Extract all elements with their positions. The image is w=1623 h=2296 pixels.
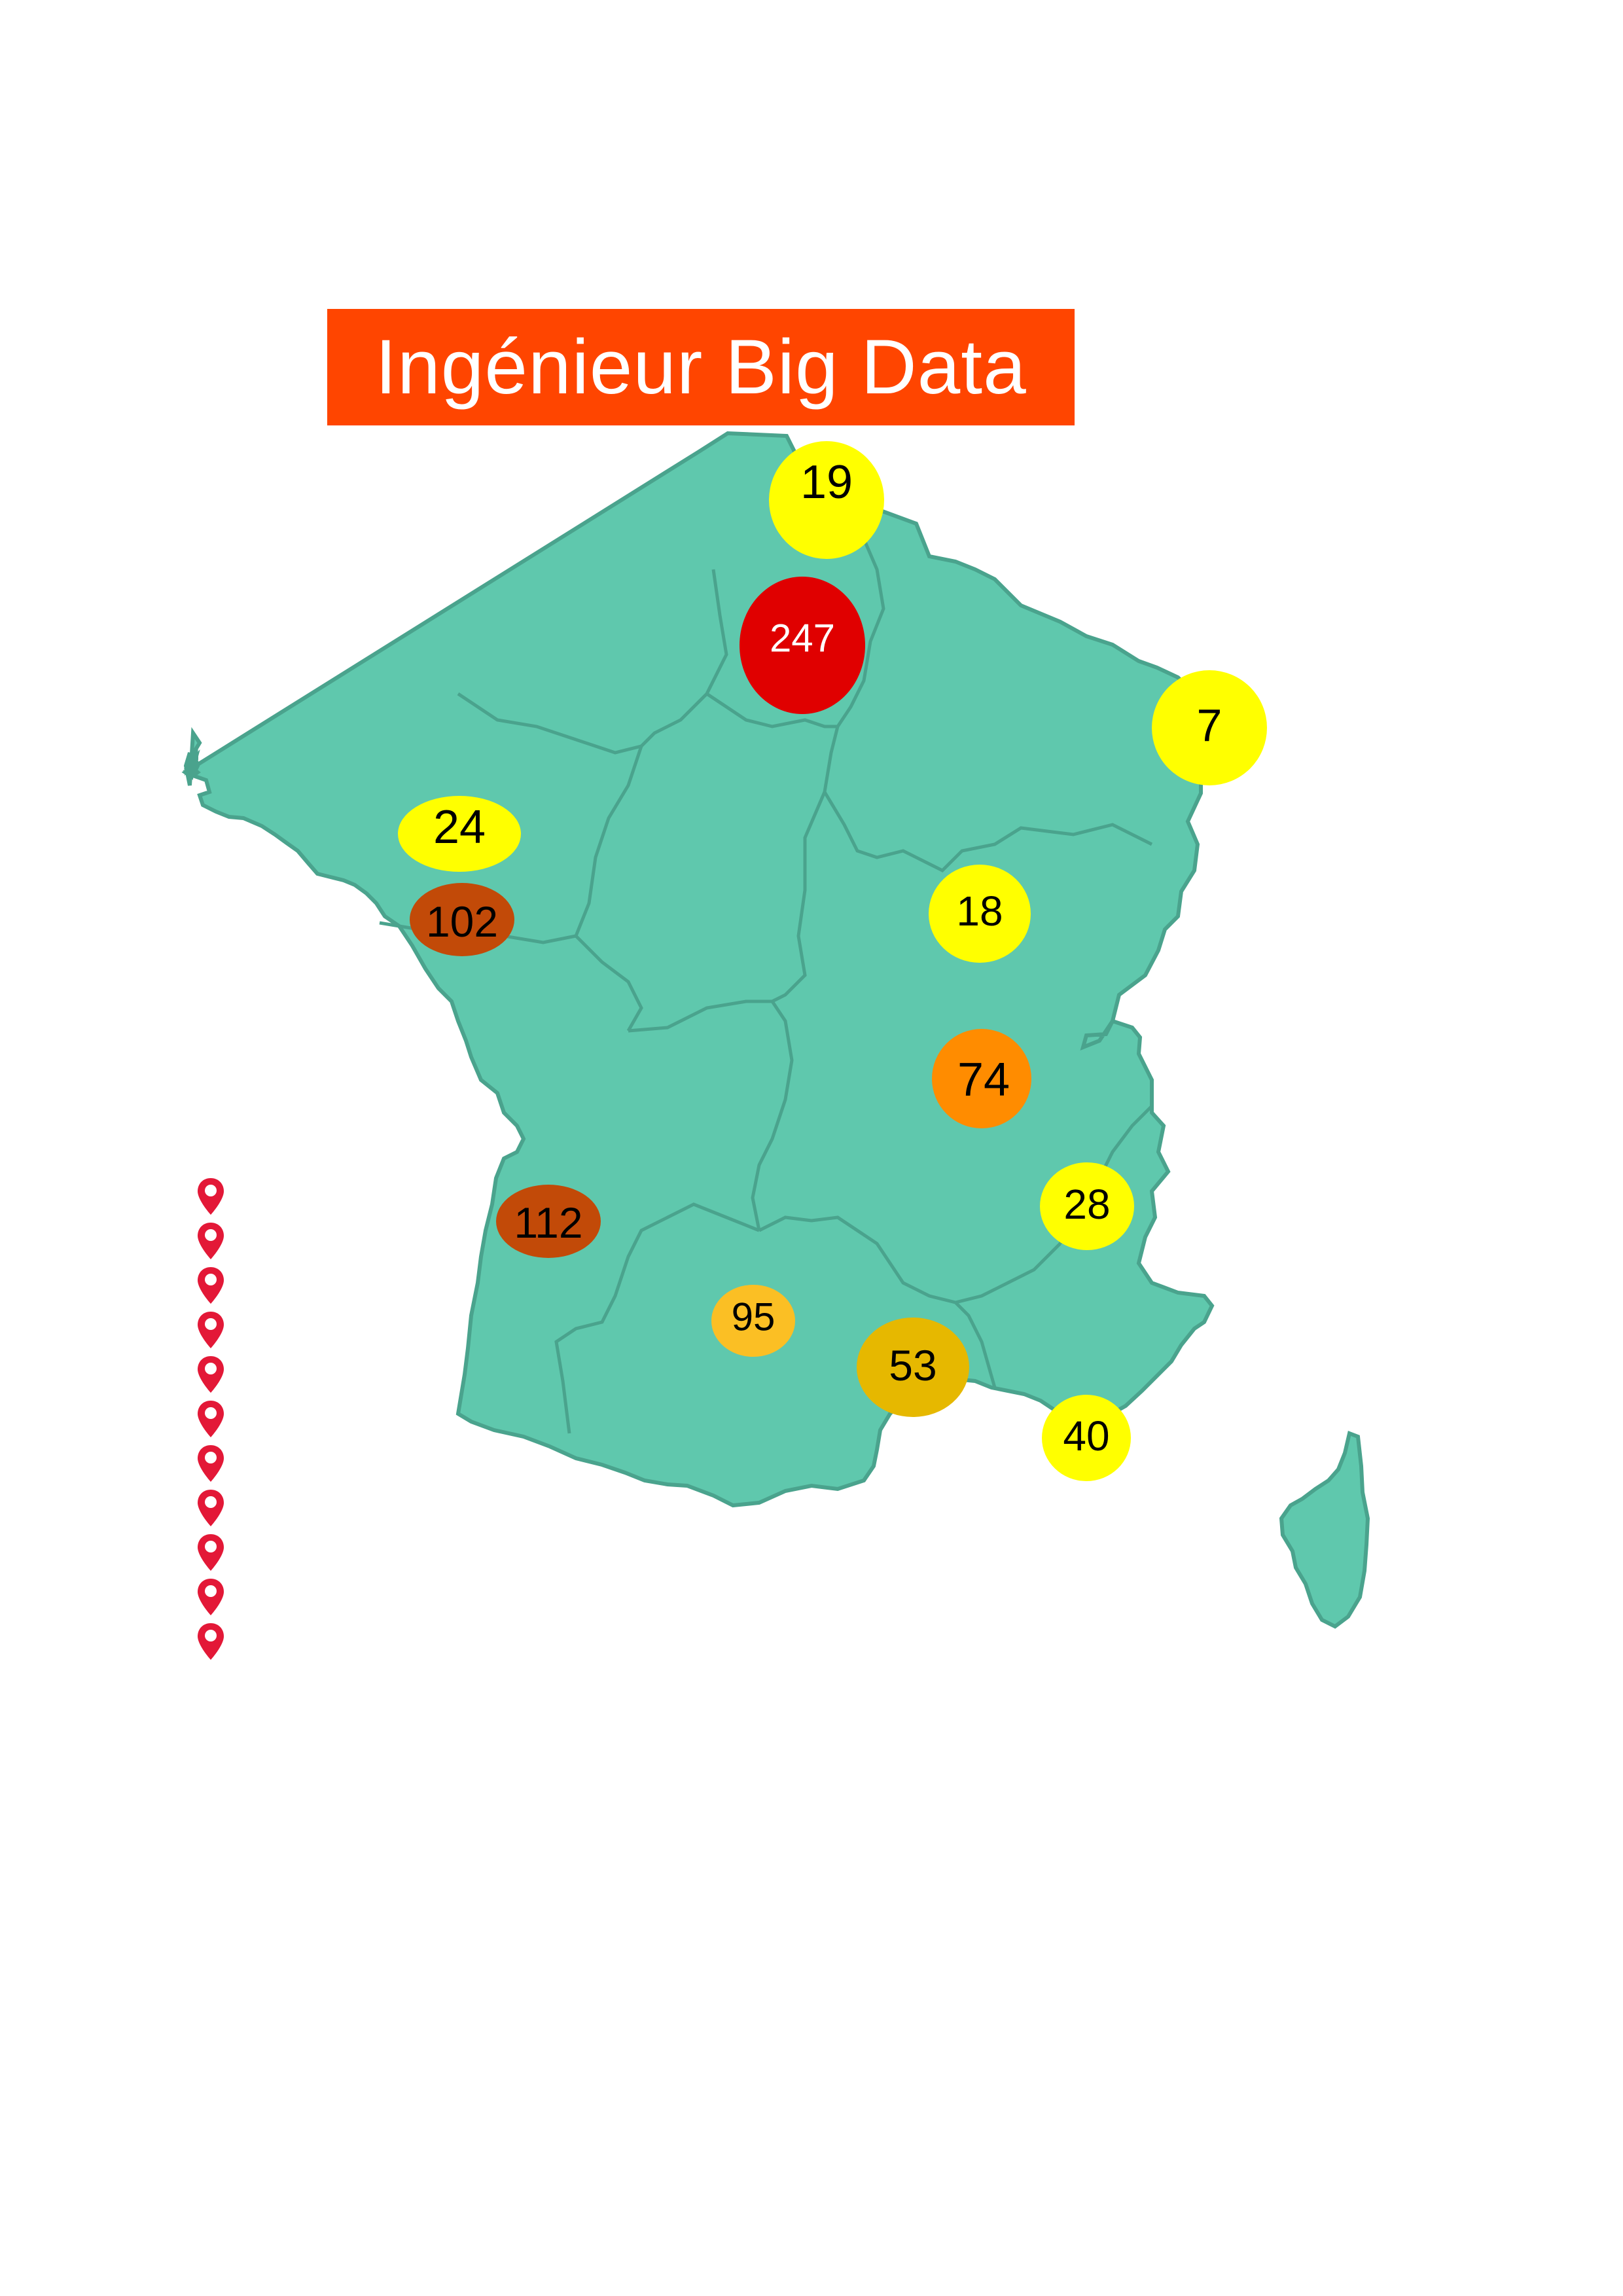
bubble-marker xyxy=(740,577,865,714)
bubble-item[interactable]: 28 xyxy=(1040,1162,1134,1250)
map-pin-icon xyxy=(198,1534,224,1571)
map-title: Ingénieur Big Data xyxy=(375,324,1027,410)
bubble-marker xyxy=(769,441,884,559)
bubble-label: 247 xyxy=(770,617,835,660)
bubble-label: 53 xyxy=(889,1341,936,1390)
map-pin-icon xyxy=(198,1178,224,1215)
bubble-marker xyxy=(711,1285,795,1357)
map-pin-icon xyxy=(198,1445,224,1482)
bubble-marker xyxy=(398,796,521,872)
bubble-label: 95 xyxy=(732,1295,776,1339)
bubble-marker xyxy=(496,1185,601,1258)
bubble-label: 7 xyxy=(1197,700,1222,751)
bubble-item[interactable]: 7 xyxy=(1152,670,1267,785)
bubble-marker xyxy=(1152,670,1267,785)
map-pin-icon xyxy=(198,1401,224,1437)
map-pin-icon xyxy=(198,1267,224,1304)
bubble-label: 40 xyxy=(1063,1412,1109,1460)
bubble-label: 112 xyxy=(514,1198,582,1247)
bubble-item[interactable]: 40 xyxy=(1042,1395,1131,1481)
bubble-item[interactable]: 53 xyxy=(857,1318,969,1417)
bubble-item[interactable]: 24 xyxy=(398,796,521,872)
bubble-label: 102 xyxy=(426,897,498,946)
bubble-item[interactable]: 95 xyxy=(711,1285,795,1357)
map-pin-icon xyxy=(198,1356,224,1393)
bubble-marker xyxy=(932,1029,1031,1128)
bubble-marker xyxy=(410,883,514,956)
map-pin-icon xyxy=(198,1579,224,1615)
bubble-label: 18 xyxy=(956,888,1003,935)
title-banner: Ingénieur Big Data xyxy=(327,309,1075,425)
bubble-label: 19 xyxy=(800,456,853,509)
bubble-marker xyxy=(1042,1395,1131,1481)
map-pin-icon xyxy=(198,1312,224,1348)
pin-column xyxy=(196,1177,229,1666)
map-pin-icon xyxy=(198,1223,224,1259)
bubble-item[interactable]: 19 xyxy=(769,441,884,559)
bubble-item[interactable]: 247 xyxy=(740,577,865,714)
bubble-item[interactable]: 102 xyxy=(410,883,514,956)
bubble-layer: 19 247 7 24 102 18 74 28 xyxy=(398,441,1267,1481)
bubble-item[interactable]: 18 xyxy=(929,865,1031,963)
bubble-label: 74 xyxy=(957,1054,1010,1106)
bubble-item[interactable]: 74 xyxy=(932,1029,1031,1128)
bubble-label: 24 xyxy=(433,801,486,853)
bubble-marker xyxy=(1040,1162,1134,1250)
bubble-marker xyxy=(929,865,1031,963)
map-pin-icon xyxy=(198,1623,224,1660)
bubble-label: 28 xyxy=(1063,1181,1110,1228)
map-pin-icon xyxy=(198,1490,224,1526)
corsica-shape xyxy=(1279,1430,1370,1629)
mainland-france-shape xyxy=(181,431,1215,1508)
bubble-marker xyxy=(857,1318,969,1417)
bubble-item[interactable]: 112 xyxy=(496,1185,601,1258)
